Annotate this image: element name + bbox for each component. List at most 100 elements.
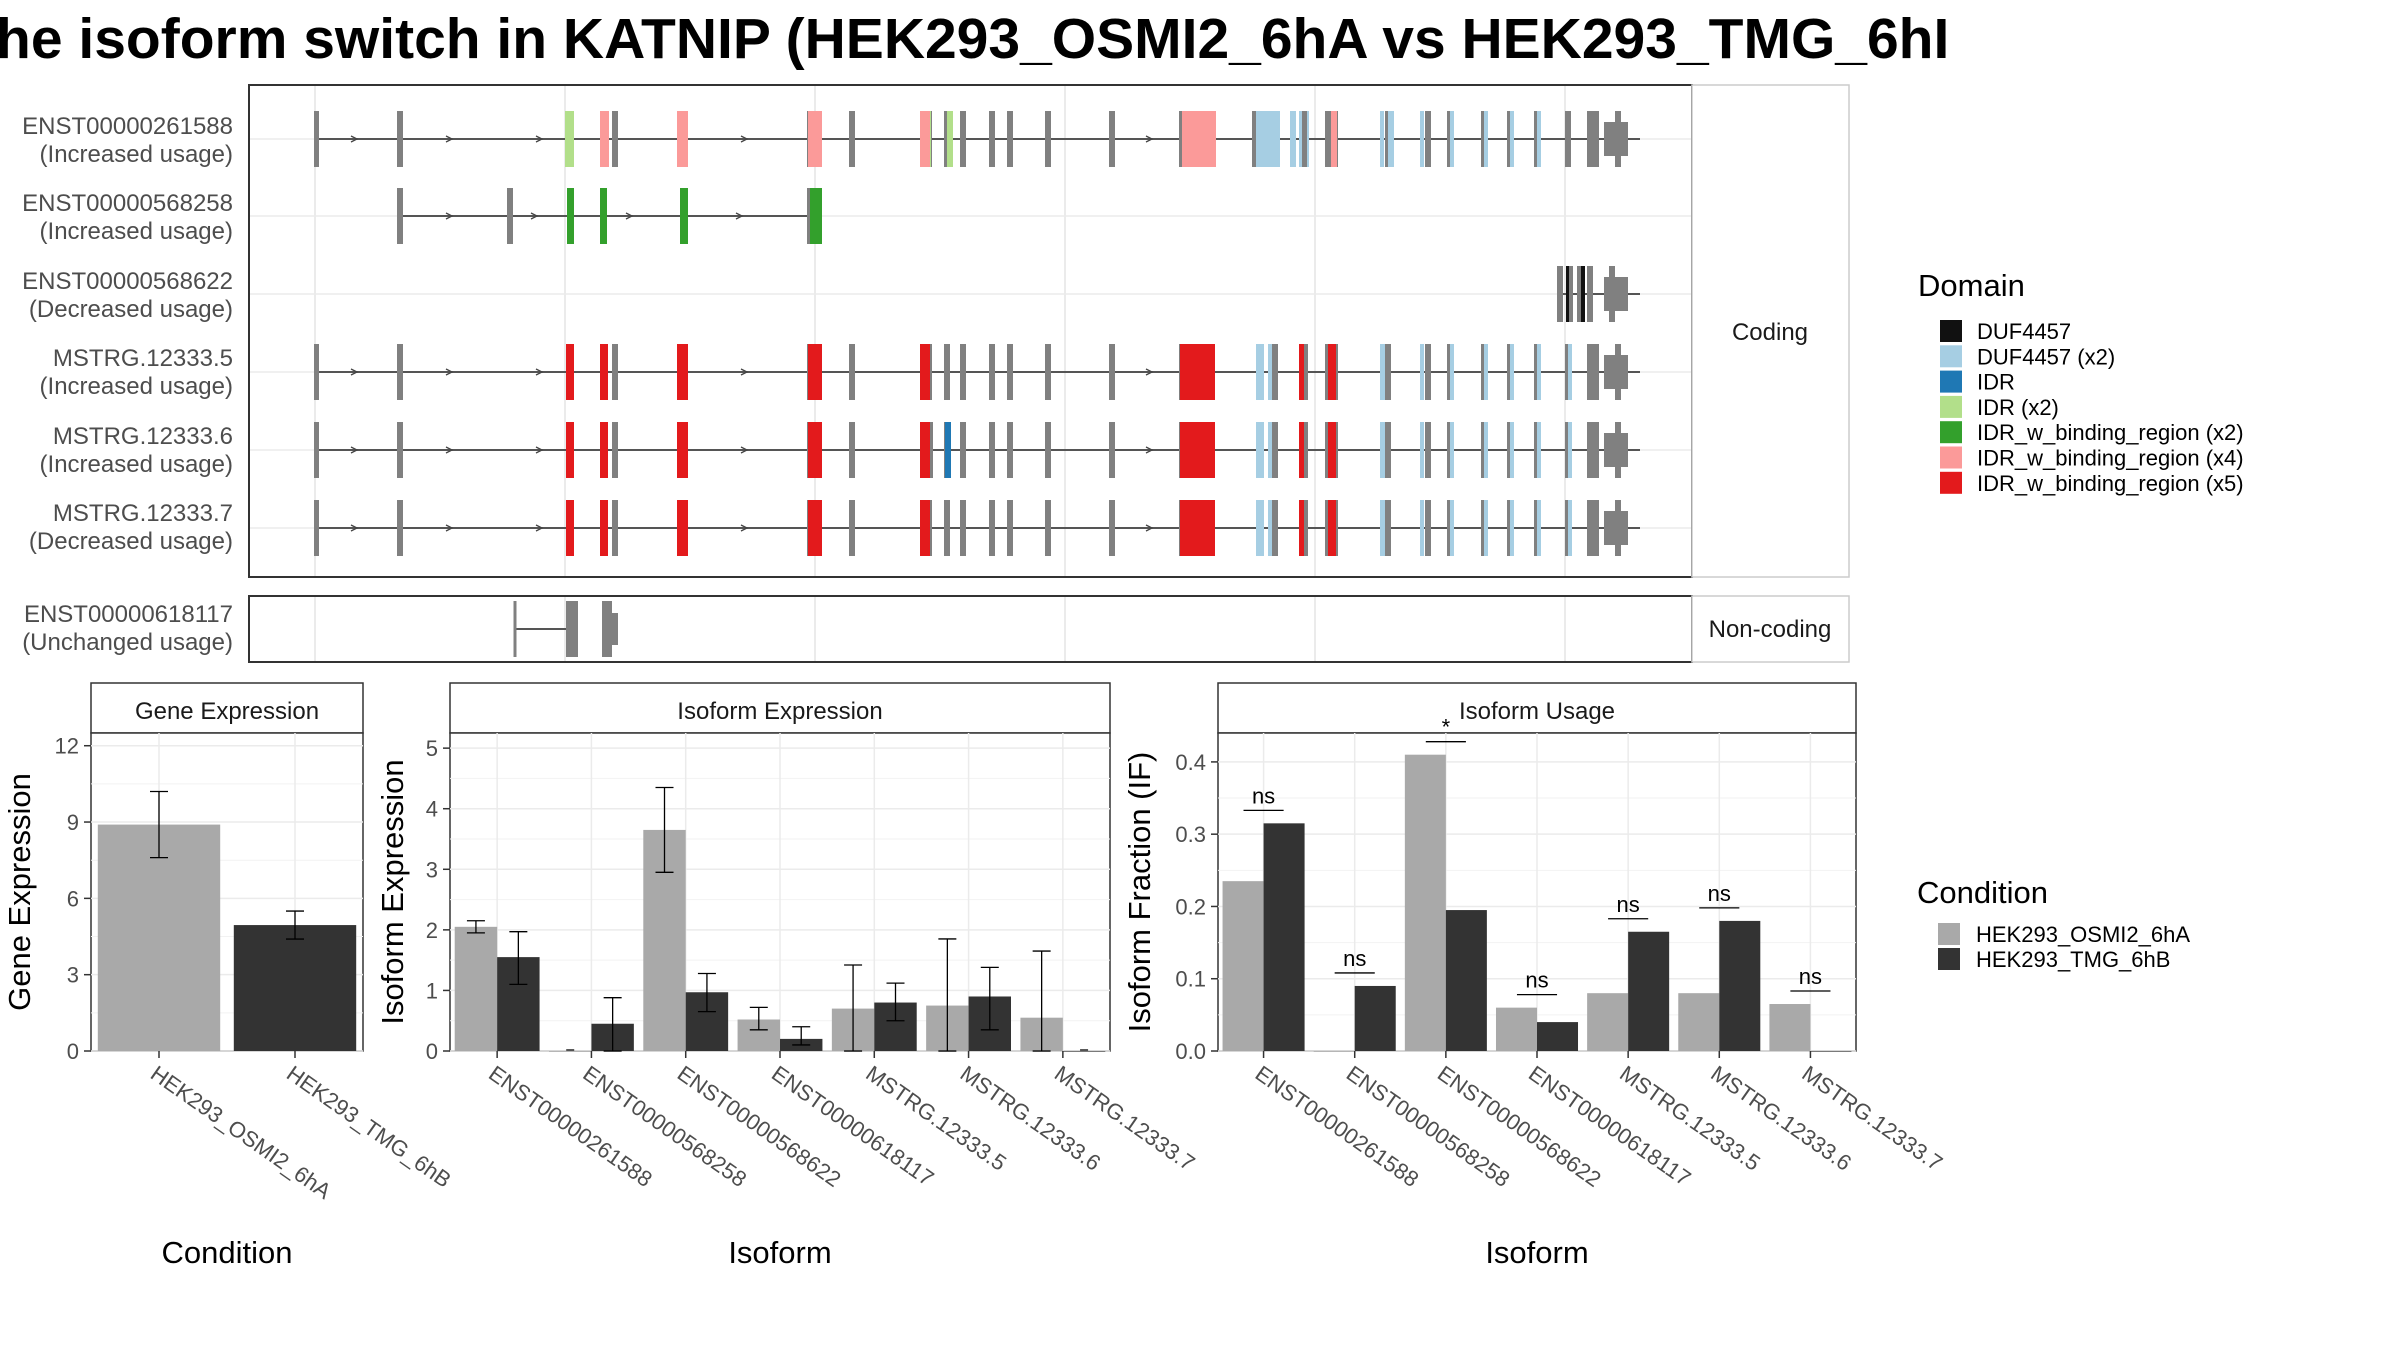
domain-block <box>1388 111 1394 167</box>
transcript-label: MSTRG.12333.7 <box>53 500 233 527</box>
direction-arrow <box>530 212 539 220</box>
x-tick-label: ENST00000618117 <box>1524 1061 1695 1191</box>
exon <box>1045 500 1051 556</box>
utr-block <box>612 613 618 645</box>
y-tick-label: 3 <box>426 857 438 882</box>
domain-block <box>600 111 608 167</box>
direction-arrow <box>735 212 744 220</box>
legend-label: IDR_w_binding_region (x5) <box>1977 471 2244 496</box>
transcript-label: ENST00000568258 <box>22 190 233 217</box>
y-tick-label: 0.0 <box>1175 1039 1206 1064</box>
y-tick-label: 3 <box>67 963 79 988</box>
transcript-usage: (Decreased usage) <box>29 296 233 323</box>
transcript-usage: (Increased usage) <box>40 141 233 168</box>
direction-arrow <box>445 446 454 454</box>
exon <box>960 344 966 400</box>
exon <box>397 500 403 556</box>
significance-label: ns <box>1708 881 1731 906</box>
direction-arrow <box>535 368 544 376</box>
significance-label: ns <box>1343 946 1366 971</box>
exon <box>1302 422 1308 478</box>
direction-arrow <box>625 212 634 220</box>
significance-label: ns <box>1252 783 1275 808</box>
bar <box>1354 985 1396 1051</box>
domain-block <box>1180 500 1215 556</box>
significance-label: * <box>1442 715 1451 740</box>
exon <box>1045 344 1051 400</box>
exon <box>1577 266 1583 322</box>
domain-block <box>1299 111 1302 167</box>
noncoding-facet-strip <box>1691 595 1850 663</box>
bar <box>1062 1051 1106 1052</box>
domain-block <box>808 500 822 556</box>
domain-block <box>568 111 574 167</box>
exon <box>849 422 855 478</box>
transcript-label: MSTRG.12333.5 <box>53 345 233 372</box>
x-axis-title: Isoform <box>1485 1235 1588 1270</box>
exon <box>1109 422 1115 478</box>
domain-block <box>1510 500 1514 556</box>
isoform-usage-chart: Isoform Usage 0.0 0.1 0.2 0.3 0.4 ENST00000261… <box>1122 682 1947 1270</box>
significance-label: ns <box>1525 968 1548 993</box>
domain-block <box>1420 344 1424 400</box>
domain-block <box>1380 500 1385 556</box>
transcript-tracks <box>314 111 1640 657</box>
x-tick-label: ENST00000618117 <box>767 1061 938 1191</box>
y-tick-label: 0.3 <box>1175 822 1206 847</box>
y-tick-label: 4 <box>426 797 438 822</box>
domain-block <box>1510 344 1514 400</box>
domain-block <box>1510 422 1514 478</box>
bar <box>1719 920 1761 1051</box>
direction-arrow <box>445 135 454 143</box>
domain-block <box>1484 500 1488 556</box>
domain-block <box>677 500 688 556</box>
bar <box>1495 1007 1537 1051</box>
bar <box>97 824 221 1051</box>
exon <box>397 344 403 400</box>
exon <box>1252 111 1258 167</box>
transcript-label: ENST00000618117 <box>24 601 233 628</box>
exon <box>989 500 995 556</box>
gene-expression-chart: Gene Expression036912HEK293_OSMI2_6hAHEK… <box>2 682 456 1270</box>
exon <box>1425 500 1431 556</box>
exon <box>1425 111 1431 167</box>
domain-block <box>1299 422 1304 478</box>
domain-block <box>1537 500 1541 556</box>
direction-arrow <box>740 446 749 454</box>
x-tick-label: ENST00000261588 <box>484 1061 657 1192</box>
legend-label: IDR <box>1977 370 2015 395</box>
direction-arrow <box>1145 368 1154 376</box>
domain-block <box>600 188 607 244</box>
domain-block <box>677 422 688 478</box>
domain-block <box>680 188 688 244</box>
domain-block <box>677 111 688 167</box>
domain-block <box>808 344 822 400</box>
legend-key-6 <box>1940 471 1962 494</box>
domain-block <box>1581 266 1585 322</box>
domain-block <box>1256 500 1264 556</box>
figure-title: he isoform switch in KATNIP (HEK293_OSMI… <box>0 7 1949 71</box>
exon <box>849 111 855 167</box>
exon <box>314 500 319 556</box>
noncoding-facet-label: Non-coding <box>1709 616 1832 643</box>
bar <box>1678 993 1720 1051</box>
domain-block <box>1450 422 1454 478</box>
y-tick-label: 1 <box>426 978 438 1003</box>
transcript-usage: (Increased usage) <box>40 373 233 400</box>
exon <box>1302 111 1308 167</box>
legend-label: DUF4457 <box>1977 319 2071 344</box>
exon <box>960 422 966 478</box>
exon <box>1007 500 1013 556</box>
bar <box>1769 1004 1811 1051</box>
domain-block <box>945 422 950 478</box>
y-axis-title: Isoform Expression <box>375 759 410 1024</box>
exon <box>1007 111 1013 167</box>
exon <box>314 344 319 400</box>
exon <box>612 111 618 167</box>
bar <box>454 926 498 1051</box>
transcript-usage: (Increased usage) <box>40 218 233 245</box>
legend-label: DUF4457 (x2) <box>1977 344 2115 369</box>
y-tick-label: 0.2 <box>1175 894 1206 919</box>
domain-block <box>1484 344 1488 400</box>
